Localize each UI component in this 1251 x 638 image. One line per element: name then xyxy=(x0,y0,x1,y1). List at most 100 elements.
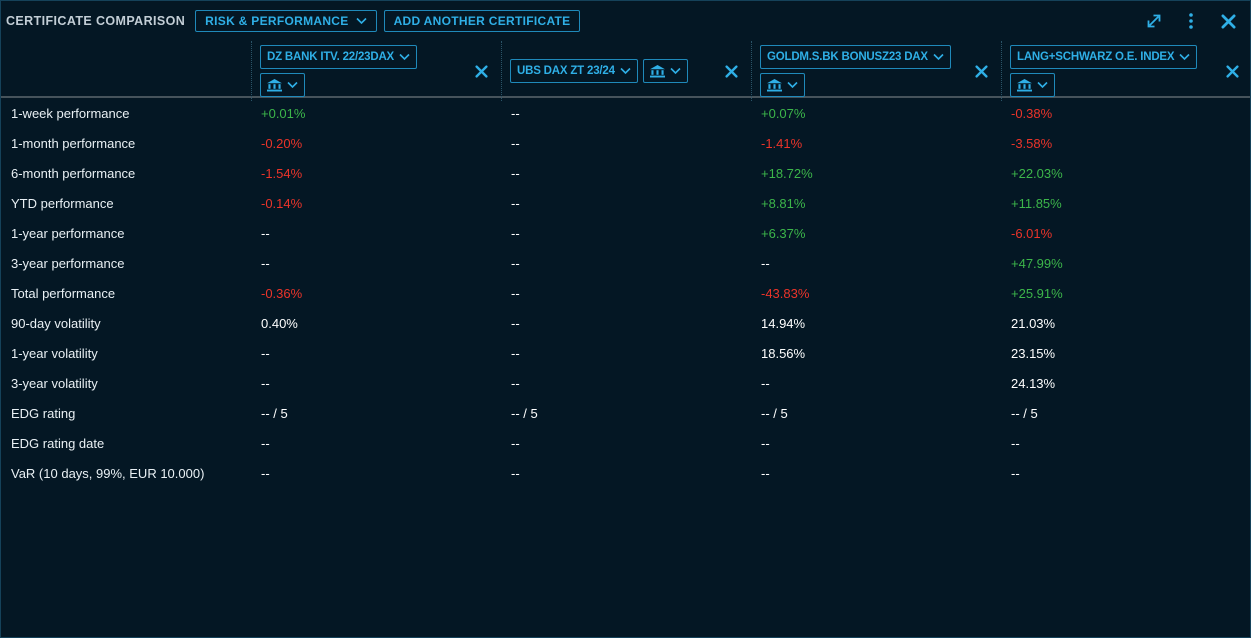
cell-value: 14.94% xyxy=(761,315,806,331)
certificate-select-dropdown[interactable]: DZ BANK ITV. 22/23DAX xyxy=(260,45,418,69)
table-row-6-month-performance: 6-month performance -1.54% -- +18.72% +2… xyxy=(1,158,1250,188)
table-row-edg-rating-date: EDG rating date -- -- -- -- xyxy=(1,428,1250,458)
close-icon xyxy=(474,64,488,78)
cell-value: -- xyxy=(511,315,520,331)
bank-icon xyxy=(649,64,665,78)
exchange-select-dropdown[interactable] xyxy=(642,59,688,83)
comparison-table-body: 1-week performance +0.01% -- +0.07% -0.3… xyxy=(1,98,1250,637)
cell-value: -- xyxy=(511,195,520,211)
close-icon xyxy=(974,64,988,78)
certificate-header-row: DZ BANK ITV. 22/23DAX xyxy=(1,41,1251,101)
cell-value: -- xyxy=(511,345,520,361)
row-label: 90-day volatility xyxy=(11,315,101,331)
cell-value: -- xyxy=(511,255,520,271)
cell-value: 0.40% xyxy=(261,315,298,331)
cell-value: -- / 5 xyxy=(761,405,788,421)
expand-button[interactable] xyxy=(1142,9,1166,33)
cell-value: -0.20% xyxy=(261,135,303,151)
chevron-down-icon xyxy=(1037,81,1048,89)
chevron-down-icon xyxy=(933,53,944,61)
cell-value: -- xyxy=(511,375,520,391)
cell-value: -0.14% xyxy=(261,195,303,211)
cell-value: 21.03% xyxy=(1011,315,1056,331)
cell-value: -1.54% xyxy=(261,165,303,181)
cell-value: -1.41% xyxy=(761,135,803,151)
table-row-1-year-performance: 1-year performance -- -- +6.37% -6.01% xyxy=(1,218,1250,248)
exchange-select-dropdown[interactable] xyxy=(1010,73,1055,97)
close-icon xyxy=(724,64,738,78)
certificate-controls: LANG+SCHWARZ O.E. INDEX xyxy=(1010,45,1216,97)
row-label: 1-year performance xyxy=(11,225,125,241)
table-row-total-performance: Total performance -0.36% -- -43.83% +25.… xyxy=(1,278,1250,308)
remove-certificate-button[interactable] xyxy=(1223,62,1241,80)
cell-value: -- xyxy=(261,435,270,451)
exchange-select-dropdown[interactable] xyxy=(760,73,805,97)
certificate-column-header-2: UBS DAX ZT 23/24 xyxy=(501,41,751,101)
cell-value: -- xyxy=(511,435,520,451)
certificate-select-dropdown[interactable]: UBS DAX ZT 23/24 xyxy=(510,59,638,83)
bank-icon xyxy=(267,78,282,92)
cell-value: -- xyxy=(261,225,270,241)
add-certificate-button[interactable]: ADD ANOTHER CERTIFICATE xyxy=(383,10,581,32)
certificate-column-header-4: LANG+SCHWARZ O.E. INDEX xyxy=(1001,41,1251,101)
certificate-column-header-1: DZ BANK ITV. 22/23DAX xyxy=(251,41,501,101)
cell-value: +47.99% xyxy=(1011,255,1063,271)
remove-certificate-button[interactable] xyxy=(722,62,740,80)
table-row-edg-rating: EDG rating -- / 5 -- / 5 -- / 5 -- / 5 xyxy=(1,398,1250,428)
exchange-select-dropdown[interactable] xyxy=(260,73,305,97)
remove-certificate-button[interactable] xyxy=(472,62,490,80)
view-selector-dropdown[interactable]: RISK & PERFORMANCE xyxy=(195,10,377,32)
row-label: YTD performance xyxy=(11,195,114,211)
panel-toolbar: CERTIFICATE COMPARISON RISK & PERFORMANC… xyxy=(1,1,1250,41)
close-panel-button[interactable] xyxy=(1216,9,1240,33)
expand-icon xyxy=(1145,12,1163,30)
cell-value: -6.01% xyxy=(1011,225,1053,241)
panel-title: CERTIFICATE COMPARISON xyxy=(6,14,186,28)
cell-value: -- xyxy=(511,465,520,481)
cell-value: -- / 5 xyxy=(1011,405,1038,421)
chevron-down-icon xyxy=(669,67,681,75)
chevron-down-icon xyxy=(787,81,798,89)
add-certificate-label: ADD ANOTHER CERTIFICATE xyxy=(393,14,571,28)
cell-value: -- xyxy=(261,465,270,481)
chevron-down-icon xyxy=(619,67,631,75)
bank-icon xyxy=(1017,78,1032,92)
row-label: VaR (10 days, 99%, EUR 10.000) xyxy=(11,465,205,481)
row-label: 1-year volatility xyxy=(11,345,98,361)
cell-value: 18.56% xyxy=(761,345,806,361)
row-label: Total performance xyxy=(11,285,116,301)
bank-icon xyxy=(767,78,782,92)
close-icon xyxy=(1221,14,1236,29)
cell-value: -3.58% xyxy=(1011,135,1053,151)
close-icon xyxy=(1225,64,1239,78)
cell-value: -- xyxy=(511,225,520,241)
cell-value: -- / 5 xyxy=(511,405,538,421)
certificate-controls: UBS DAX ZT 23/24 xyxy=(510,59,688,83)
cell-value: -- xyxy=(261,345,270,361)
cell-value: -43.83% xyxy=(761,285,810,301)
certificate-select-dropdown[interactable]: LANG+SCHWARZ O.E. INDEX xyxy=(1010,45,1198,69)
cell-value: +22.03% xyxy=(1011,165,1063,181)
certificate-controls: GOLDM.S.BK BONUSZ23 DAX xyxy=(760,45,965,97)
table-row-1-year-volatility: 1-year volatility -- -- 18.56% 23.15% xyxy=(1,338,1250,368)
chevron-down-icon xyxy=(355,17,367,25)
row-label-header-spacer xyxy=(1,41,251,101)
row-label: EDG rating xyxy=(11,405,76,421)
certificate-select-dropdown[interactable]: GOLDM.S.BK BONUSZ23 DAX xyxy=(760,45,951,69)
certificate-name: GOLDM.S.BK BONUSZ23 DAX xyxy=(767,51,928,63)
chevron-down-icon xyxy=(399,53,410,61)
remove-certificate-button[interactable] xyxy=(972,62,990,80)
cell-value: +0.07% xyxy=(761,105,806,121)
cell-value: 24.13% xyxy=(1011,375,1056,391)
cell-value: -- / 5 xyxy=(261,405,288,421)
certificate-column-header-3: GOLDM.S.BK BONUSZ23 DAX xyxy=(751,41,1001,101)
row-label: EDG rating date xyxy=(11,435,105,451)
cell-value: -- xyxy=(1011,435,1020,451)
row-label: 3-year performance xyxy=(11,255,125,271)
certificate-name: LANG+SCHWARZ O.E. INDEX xyxy=(1017,51,1175,63)
certificate-controls: DZ BANK ITV. 22/23DAX xyxy=(260,45,465,97)
cell-value: -- xyxy=(511,285,520,301)
panel-menu-button[interactable] xyxy=(1179,9,1203,33)
row-label: 1-week performance xyxy=(11,105,130,121)
